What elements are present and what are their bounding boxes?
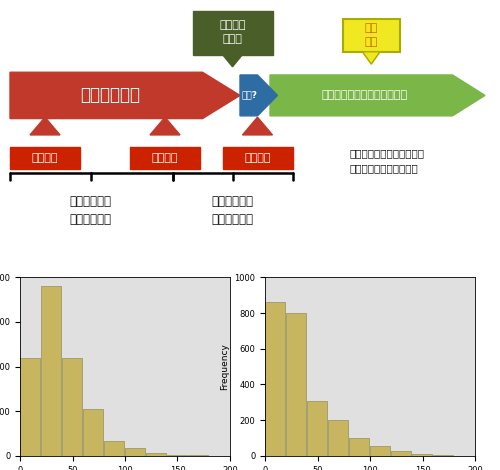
Polygon shape [222, 55, 242, 67]
Bar [125, 448, 145, 456]
Bar [62, 358, 82, 456]
Bar [433, 455, 453, 456]
Text: 出願されたもののうち利用
まで到達するのは約半分: 出願されたもののうち利用 まで到達するのは約半分 [350, 148, 425, 173]
Bar [349, 438, 369, 456]
Text: 製品化（製造）・ライセンス: 製品化（製造）・ライセンス [322, 90, 408, 100]
Bar [286, 313, 306, 456]
Text: 利用の意
思決定: 利用の意 思決定 [220, 20, 246, 44]
FancyBboxPatch shape [130, 147, 200, 169]
FancyBboxPatch shape [192, 11, 272, 55]
FancyArrow shape [270, 75, 485, 116]
Bar [104, 441, 124, 456]
Bar [370, 446, 390, 456]
Text: 利用開始: 利用開始 [244, 153, 271, 163]
Text: 研究開始から
特許出願まで: 研究開始から 特許出願まで [69, 195, 111, 226]
Bar [83, 408, 103, 456]
Text: 特許出願から
利用開始まで: 特許出願から 利用開始まで [212, 195, 254, 226]
Text: 特許出願: 特許出願 [152, 153, 178, 163]
Bar [265, 302, 285, 456]
Text: 研究開発期間: 研究開発期間 [80, 86, 140, 104]
FancyBboxPatch shape [342, 19, 400, 52]
FancyArrow shape [240, 75, 278, 116]
Bar [328, 420, 348, 456]
Y-axis label: Frequency: Frequency [220, 343, 228, 390]
Polygon shape [150, 117, 180, 135]
Text: 研究開始: 研究開始 [32, 153, 58, 163]
Text: 市場
導入: 市場 導入 [364, 23, 378, 47]
FancyBboxPatch shape [10, 147, 80, 169]
Text: 準備?: 準備? [241, 90, 257, 99]
Bar [146, 453, 166, 456]
FancyArrow shape [10, 72, 240, 118]
FancyBboxPatch shape [222, 147, 292, 169]
Polygon shape [30, 117, 60, 135]
Bar [307, 400, 327, 456]
Polygon shape [362, 52, 380, 64]
Polygon shape [242, 117, 272, 135]
Bar [391, 451, 411, 456]
Bar [41, 286, 61, 456]
Bar [412, 454, 432, 456]
Bar [167, 455, 187, 456]
Bar [20, 358, 40, 456]
